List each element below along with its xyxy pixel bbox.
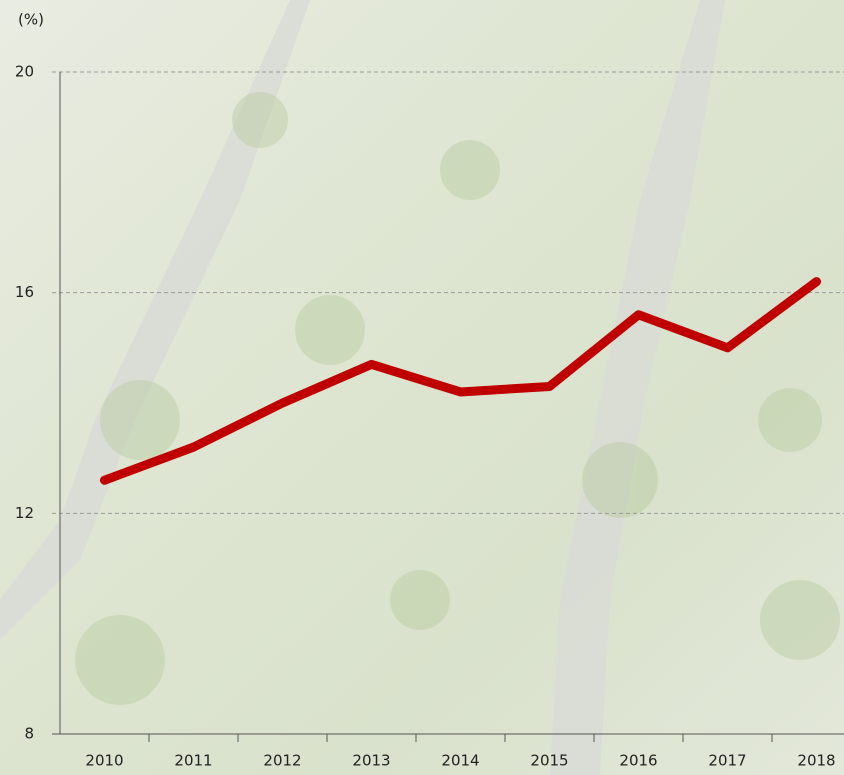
y-tick-label: 8 [24,725,34,743]
x-tick-label: 2012 [263,752,301,770]
background-trees [75,92,840,705]
data-line [100,277,821,485]
y-tick-label: 16 [15,283,34,301]
background-road [0,0,310,640]
y-tick-label: 20 [15,63,34,81]
x-tick-label: 2010 [85,752,123,770]
x-tick-label: 2013 [352,752,390,770]
x-tick-label: 2017 [708,752,746,770]
x-tick-label: 2018 [797,752,835,770]
x-tick-label: 2011 [174,752,212,770]
y-tick-label: 12 [15,504,34,522]
x-tick-label: 2015 [530,752,568,770]
x-tick-label: 2014 [441,752,479,770]
background-road [550,0,725,775]
x-tick-label: 2016 [619,752,657,770]
y-axis-unit: (%) [18,11,44,29]
